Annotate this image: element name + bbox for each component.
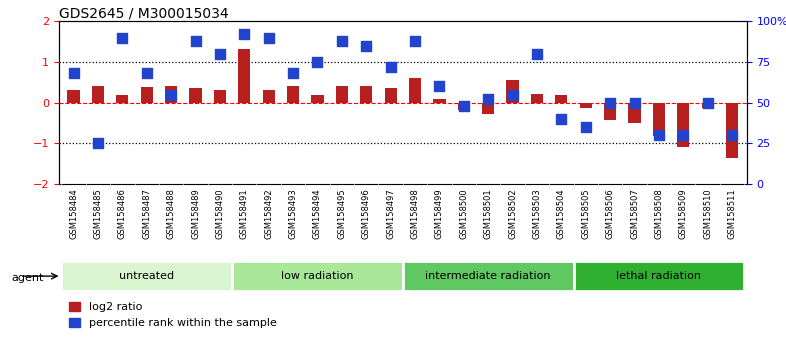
Bar xyxy=(165,86,177,103)
Point xyxy=(116,35,129,40)
Point xyxy=(725,132,738,138)
Text: GSM158505: GSM158505 xyxy=(581,188,590,239)
Bar xyxy=(360,86,373,103)
Bar xyxy=(604,103,616,120)
Point xyxy=(214,51,226,57)
Text: low radiation: low radiation xyxy=(281,271,354,281)
Point xyxy=(604,100,616,105)
Point xyxy=(628,100,641,105)
Bar xyxy=(531,94,543,103)
Bar xyxy=(238,49,251,103)
Bar xyxy=(116,95,128,103)
Text: GDS2645 / M300015034: GDS2645 / M300015034 xyxy=(59,6,229,20)
Bar xyxy=(678,103,689,147)
Point xyxy=(409,38,421,44)
Point xyxy=(189,38,202,44)
Point xyxy=(165,92,178,97)
Text: untreated: untreated xyxy=(119,271,174,281)
Legend: log2 ratio, percentile rank within the sample: log2 ratio, percentile rank within the s… xyxy=(64,298,281,333)
Point xyxy=(287,70,299,76)
Text: GSM158492: GSM158492 xyxy=(264,188,274,239)
Point xyxy=(482,97,494,102)
Bar xyxy=(287,86,299,103)
Bar xyxy=(555,95,567,103)
Point xyxy=(263,35,275,40)
Point xyxy=(141,70,153,76)
Point xyxy=(433,84,446,89)
Bar xyxy=(68,91,79,103)
Point xyxy=(92,141,105,146)
Point xyxy=(384,64,397,70)
Text: GSM158497: GSM158497 xyxy=(386,188,395,239)
Text: GSM158489: GSM158489 xyxy=(191,188,200,239)
Point xyxy=(336,38,348,44)
Text: GSM158496: GSM158496 xyxy=(362,188,371,239)
Bar xyxy=(214,90,226,103)
Text: GSM158491: GSM158491 xyxy=(240,188,249,239)
Point xyxy=(677,132,689,138)
Text: GSM158486: GSM158486 xyxy=(118,188,127,239)
Bar xyxy=(579,103,592,108)
Text: agent: agent xyxy=(12,273,44,283)
Text: GSM158490: GSM158490 xyxy=(215,188,225,239)
Bar xyxy=(336,86,348,103)
Text: GSM158499: GSM158499 xyxy=(435,188,444,239)
Text: GSM158508: GSM158508 xyxy=(655,188,663,239)
Bar xyxy=(506,80,519,103)
Text: GSM158495: GSM158495 xyxy=(337,188,347,239)
Text: GSM158511: GSM158511 xyxy=(728,188,736,239)
Text: GSM158504: GSM158504 xyxy=(556,188,566,239)
Bar xyxy=(92,86,104,103)
Point xyxy=(652,132,665,138)
Point xyxy=(579,124,592,130)
Bar xyxy=(574,261,744,291)
Text: GSM158498: GSM158498 xyxy=(410,188,420,239)
Bar xyxy=(629,103,641,123)
Bar xyxy=(232,261,402,291)
Point xyxy=(531,51,543,57)
Point xyxy=(555,116,567,122)
Text: GSM158502: GSM158502 xyxy=(508,188,517,239)
Bar xyxy=(653,103,665,136)
Point xyxy=(701,100,714,105)
Bar xyxy=(141,87,152,103)
Point xyxy=(457,103,470,109)
Text: GSM158485: GSM158485 xyxy=(94,188,102,239)
Text: lethal radiation: lethal radiation xyxy=(616,271,701,281)
Point xyxy=(360,43,373,48)
Text: GSM158509: GSM158509 xyxy=(679,188,688,239)
Text: intermediate radiation: intermediate radiation xyxy=(425,271,551,281)
Text: GSM158500: GSM158500 xyxy=(459,188,468,239)
Bar xyxy=(402,261,574,291)
Point xyxy=(238,32,251,37)
Bar xyxy=(311,95,324,103)
Bar xyxy=(702,103,714,108)
Bar xyxy=(482,103,494,114)
Text: GSM158510: GSM158510 xyxy=(703,188,712,239)
Bar xyxy=(433,99,446,103)
Bar xyxy=(409,78,421,103)
Text: GSM158506: GSM158506 xyxy=(606,188,615,239)
Bar xyxy=(263,91,275,103)
Bar xyxy=(189,88,202,103)
Bar xyxy=(61,261,232,291)
Text: GSM158488: GSM158488 xyxy=(167,188,175,239)
Point xyxy=(68,70,80,76)
Text: GSM158493: GSM158493 xyxy=(288,188,298,239)
Bar xyxy=(384,88,397,103)
Text: GSM158501: GSM158501 xyxy=(483,188,493,239)
Text: GSM158503: GSM158503 xyxy=(532,188,542,239)
Text: GSM158494: GSM158494 xyxy=(313,188,322,239)
Bar xyxy=(726,103,738,158)
Text: GSM158487: GSM158487 xyxy=(142,188,151,239)
Text: GSM158507: GSM158507 xyxy=(630,188,639,239)
Point xyxy=(506,92,519,97)
Bar xyxy=(457,103,470,110)
Point xyxy=(311,59,324,65)
Text: GSM158484: GSM158484 xyxy=(69,188,78,239)
